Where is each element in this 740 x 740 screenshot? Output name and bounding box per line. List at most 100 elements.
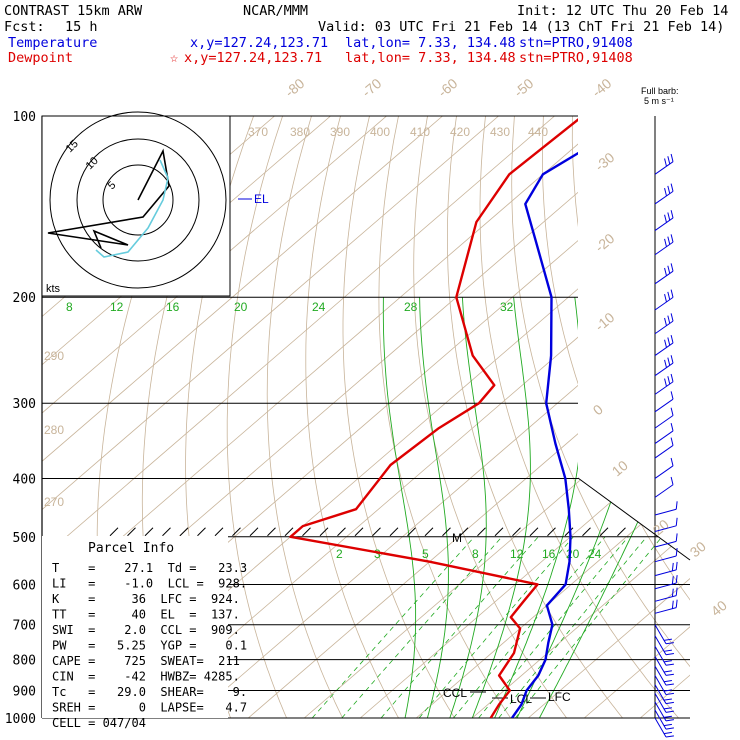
- wind-barb: [654, 533, 678, 548]
- moist-label: 16: [166, 300, 180, 314]
- isotherm-label: 30: [687, 538, 709, 560]
- isotherm-label: 0: [590, 401, 606, 418]
- parcel-info-row: K = 36 LFC = 924.: [52, 592, 240, 606]
- barb-flag: [663, 649, 672, 652]
- parcel-info-row: PW = 5.25 YGP = 0.1: [52, 639, 247, 653]
- isotherm-line: [527, 116, 690, 718]
- profile-temperature: [511, 116, 656, 718]
- barb-staff: [654, 582, 677, 590]
- isotherm-label: -20: [592, 230, 618, 255]
- pressure-tick-label: 100: [13, 110, 36, 125]
- wind-barb: [654, 656, 674, 676]
- dry-adiabat-line: [226, 116, 287, 718]
- legend-temperature-label: Temperature: [8, 35, 97, 51]
- hatch-mark: [144, 527, 154, 537]
- barb-flag: [670, 210, 674, 219]
- barb-flag: [665, 653, 674, 656]
- barb-staff: [654, 217, 674, 231]
- hatch-mark: [337, 527, 346, 537]
- mixing-ratio-label: 2: [336, 547, 343, 561]
- barb-flag: [675, 547, 678, 557]
- barb-staff: [654, 362, 674, 377]
- pressure-tick-label: 400: [13, 472, 36, 487]
- wind-barb: [654, 437, 674, 459]
- isotherm-label: -40: [589, 75, 615, 100]
- org-title: NCAR/MMM: [243, 3, 308, 19]
- pressure-tick-label: 200: [13, 291, 36, 306]
- barb-flag: [670, 183, 674, 192]
- hatch-mark: [512, 527, 521, 537]
- barb-flag: [671, 562, 674, 571]
- dry-adiabat-line: [266, 116, 343, 718]
- isotherm-line: [303, 116, 690, 718]
- wind-barb: [654, 561, 678, 577]
- dry-adiabat-line: [541, 116, 690, 718]
- isotherm-label: -80: [282, 75, 308, 100]
- hatch-mark: [372, 527, 381, 537]
- legend-dewpoint-latlon: lat,lon= 7.33, 134.48: [345, 50, 516, 66]
- barb-flag: [667, 376, 671, 385]
- theta-label: 430: [490, 125, 510, 139]
- barb-staff: [654, 342, 674, 356]
- barb-flag: [663, 715, 672, 718]
- barb-flag: [671, 588, 674, 597]
- pressure-tick-label: 500: [13, 531, 36, 546]
- moist-label: 32: [500, 300, 514, 314]
- moist-label: 24: [312, 300, 326, 314]
- dry-adiabat-line: [446, 116, 623, 718]
- parcel-info-row: SWI = 2.0 CCL = 909.: [52, 623, 240, 637]
- barb-flag: [670, 373, 674, 382]
- barb-staff: [654, 717, 667, 738]
- wind-barb: [654, 210, 674, 231]
- barb-flag: [665, 727, 674, 730]
- dry-adiabat-line: [378, 116, 511, 718]
- dry-adiabat-line: [511, 116, 690, 718]
- wind-barb: [654, 373, 674, 395]
- barb-staff: [654, 525, 677, 532]
- moist-adiabat-line: [449, 297, 487, 718]
- hatch-mark: [442, 527, 451, 537]
- barb-flag: [667, 185, 671, 194]
- barb-flag: [663, 731, 672, 735]
- wind-barb: [654, 635, 674, 656]
- barb-flag: [670, 476, 674, 485]
- barb-flag: [667, 315, 671, 324]
- hodograph-ring: [49, 111, 227, 289]
- pressure-tick-label: 600: [13, 578, 36, 593]
- init-time: Init: 12 UTC Thu 20 Feb 14: [517, 3, 728, 19]
- barb-flag: [664, 158, 667, 167]
- hatch-mark: [424, 527, 434, 537]
- wind-barb: [654, 355, 674, 377]
- wind-barb: [654, 624, 674, 645]
- hatch-mark: [197, 527, 206, 537]
- moist-label: 28: [404, 300, 418, 314]
- annotation-el: EL: [254, 192, 269, 206]
- isotherm-line: [42, 116, 387, 718]
- barb-staff: [654, 415, 674, 429]
- profile-dewpoint: [289, 116, 584, 718]
- pressure-tick-label: 800: [13, 654, 36, 669]
- hatch-mark: [547, 527, 556, 537]
- barb-staff: [654, 296, 674, 311]
- barb-staff: [654, 595, 677, 602]
- annotation-lcl: LCL: [510, 692, 532, 706]
- barb-flag: [665, 719, 674, 722]
- mixing-ratio-line: [498, 536, 648, 718]
- isotherm-line: [42, 116, 443, 718]
- barb-flag: [670, 437, 674, 446]
- barb-flag: [667, 291, 671, 300]
- hatch-mark: [162, 527, 171, 537]
- hatch-mark: [582, 527, 591, 537]
- barb-staff: [654, 508, 677, 516]
- isotherm-line: [583, 116, 690, 718]
- barb-staff: [654, 540, 677, 548]
- mixing-ratio-line: [380, 536, 539, 718]
- parcel-info-row: T = 27.1 Td = 23.3: [52, 561, 247, 575]
- wind-barb: [654, 183, 674, 205]
- legend-temperature-stn: stn=PTRO,91408: [519, 35, 633, 51]
- wind-barb: [654, 645, 674, 666]
- isotherm-line: [415, 116, 690, 718]
- barb-flag: [667, 212, 671, 221]
- annotation-m: M: [452, 531, 462, 545]
- barb-flag: [664, 378, 667, 387]
